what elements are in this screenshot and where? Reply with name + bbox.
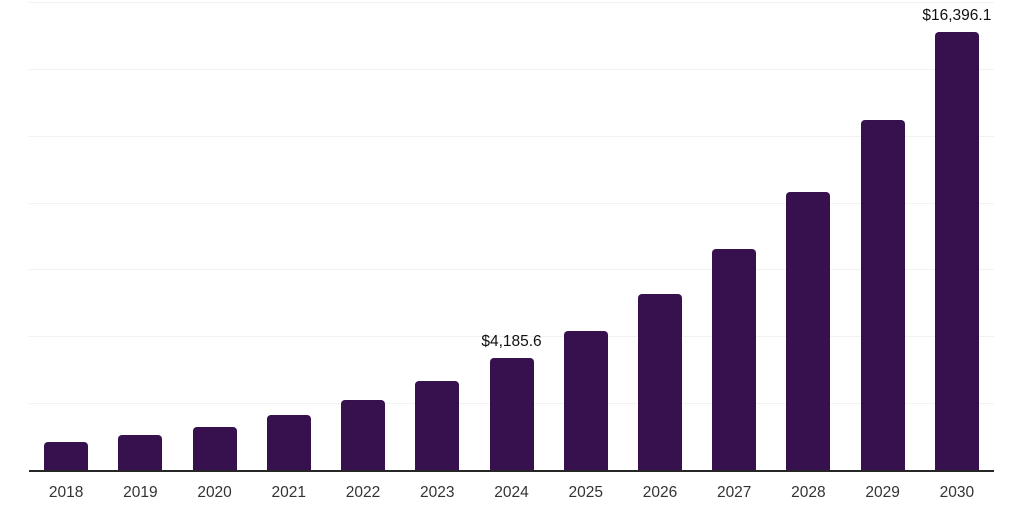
x-tick-label-2023: 2023	[420, 484, 455, 501]
gridline	[29, 135, 994, 137]
x-tick-label-2020: 2020	[197, 484, 232, 501]
bar-2019	[118, 435, 163, 470]
bar-2021	[266, 414, 311, 470]
x-axis-line	[29, 470, 994, 472]
x-tick-label-2024: 2024	[494, 484, 529, 501]
gridline	[29, 2, 994, 3]
bar-2020	[192, 427, 237, 470]
x-tick-label-2030: 2030	[939, 484, 975, 501]
bar-2023	[415, 380, 460, 470]
bar-2022	[341, 399, 386, 470]
x-tick-label-2027: 2027	[716, 484, 752, 501]
x-tick-label-2028: 2028	[791, 484, 826, 501]
bar-2018	[44, 442, 89, 470]
x-tick-label-2021: 2021	[271, 484, 307, 501]
bar-2026	[637, 294, 682, 470]
bar-2028	[786, 192, 831, 470]
gridline	[29, 336, 994, 338]
x-tick-label-2018: 2018	[48, 484, 84, 501]
bar-2029	[860, 120, 905, 470]
bar-2027	[712, 249, 757, 470]
x-tick-label-2022: 2022	[345, 484, 381, 501]
x-tick-label-2019: 2019	[123, 484, 158, 501]
bar-2024	[489, 358, 534, 470]
bar-2025	[563, 330, 608, 470]
x-tick-label-2026: 2026	[642, 484, 678, 501]
gridline	[29, 269, 994, 271]
x-tick-label-2029: 2029	[865, 484, 900, 501]
gridline	[29, 202, 994, 204]
gridline	[29, 68, 994, 70]
data-label-2030: $16,396.1	[922, 6, 992, 24]
x-tick-label-2025: 2025	[568, 484, 603, 501]
data-label-2024: $4,185.6	[481, 333, 542, 351]
bar-2030	[934, 31, 979, 470]
